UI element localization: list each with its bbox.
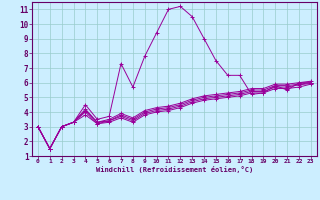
X-axis label: Windchill (Refroidissement éolien,°C): Windchill (Refroidissement éolien,°C)	[96, 166, 253, 173]
